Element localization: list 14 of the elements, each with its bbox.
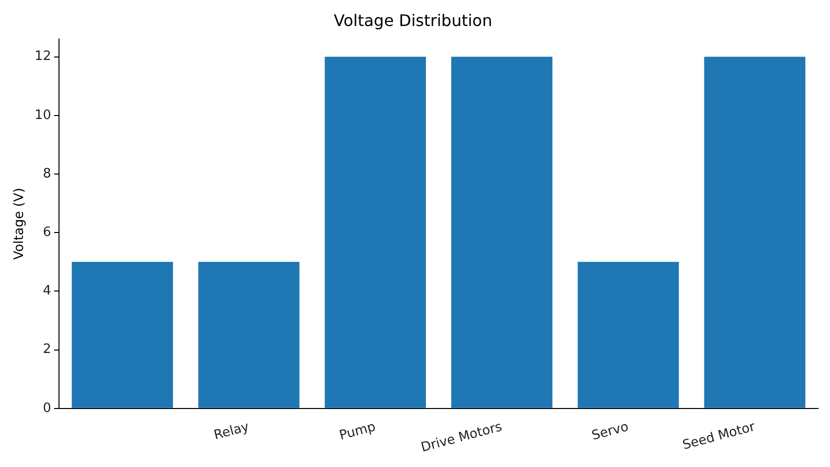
x-tick-label: Pump (338, 420, 378, 444)
x-tick-label: Servo (590, 420, 630, 444)
y-tick-label: 8 (42, 166, 52, 182)
y-tick-label: 4 (42, 284, 52, 299)
x-tick-label: Seed Motor (681, 419, 758, 454)
y-tick-label: 6 (42, 224, 52, 240)
x-tick-label: Relay (212, 420, 252, 444)
y-tick-label: 10 (34, 108, 52, 123)
chart-title: Voltage Distribution (334, 10, 492, 30)
y-tick-label: 0 (42, 400, 52, 416)
y-tick-label: 2 (42, 342, 52, 358)
y-tick-label: 12 (34, 49, 52, 64)
y-axis-title: Voltage (V) (12, 188, 28, 260)
x-tick-label: Drive Motors (420, 420, 504, 456)
